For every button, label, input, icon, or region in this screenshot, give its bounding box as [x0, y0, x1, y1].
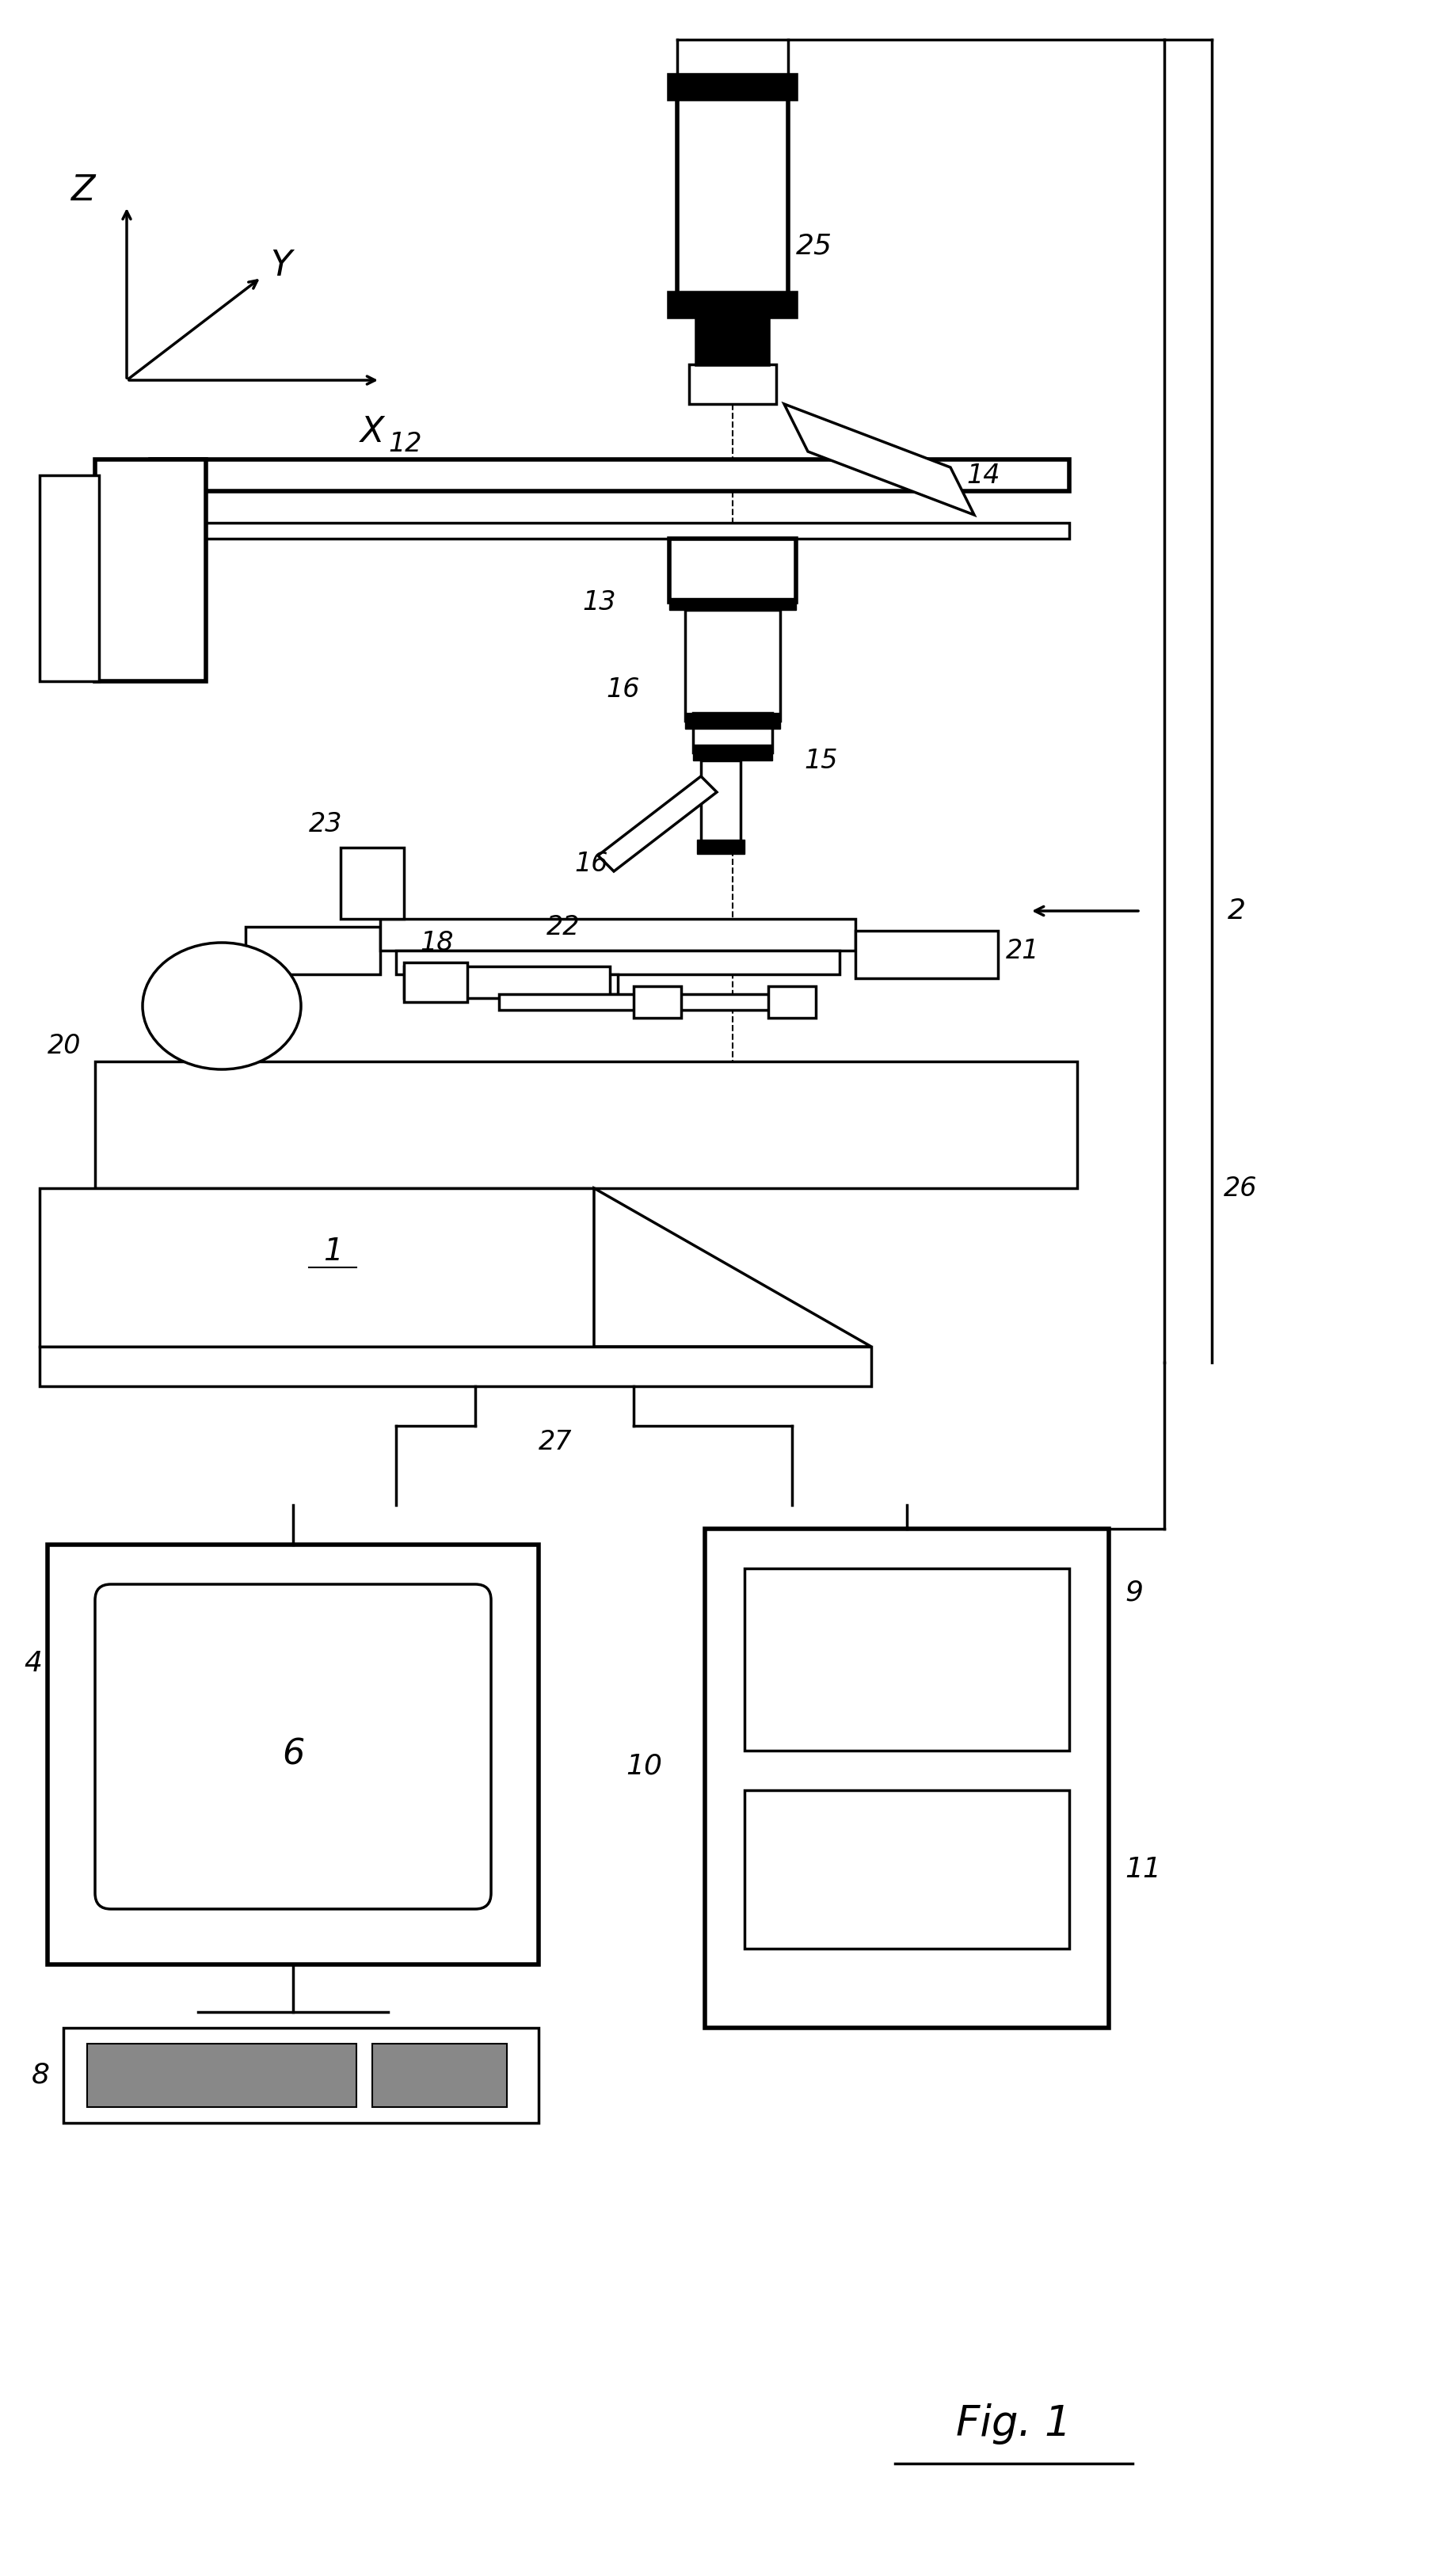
Polygon shape — [784, 404, 974, 515]
Bar — [151, 523, 1068, 538]
Bar — [403, 966, 609, 997]
Bar — [371, 2043, 506, 2107]
Text: 21: 21 — [1006, 938, 1039, 963]
Text: 14: 14 — [966, 461, 1000, 489]
Text: 16: 16 — [605, 675, 640, 703]
Text: 11: 11 — [1125, 1855, 1161, 1883]
Text: 2: 2 — [1228, 896, 1245, 925]
Text: 23: 23 — [309, 811, 342, 837]
Text: 20: 20 — [48, 1033, 81, 1059]
Bar — [692, 744, 772, 760]
Text: Y: Y — [270, 247, 292, 283]
Text: 16: 16 — [575, 850, 608, 876]
Bar — [39, 477, 99, 680]
Bar — [94, 459, 206, 680]
Bar — [685, 714, 779, 729]
Bar — [39, 1347, 871, 1386]
Bar — [380, 920, 855, 951]
Bar — [151, 459, 1068, 492]
Bar — [245, 927, 380, 974]
Text: 1: 1 — [322, 1236, 342, 1267]
Bar — [669, 538, 795, 603]
Bar — [94, 1061, 1077, 1188]
Bar — [669, 294, 795, 317]
Bar — [768, 987, 815, 1018]
FancyBboxPatch shape — [94, 1584, 490, 1909]
Text: 22: 22 — [546, 914, 580, 940]
Bar — [669, 75, 795, 98]
Text: 15: 15 — [804, 747, 837, 773]
Text: 12: 12 — [387, 430, 422, 456]
Bar — [705, 1528, 1109, 2027]
Bar — [685, 611, 779, 721]
Bar — [403, 963, 467, 1002]
Text: X: X — [360, 415, 385, 448]
Bar — [744, 1790, 1068, 1947]
Text: 25: 25 — [795, 232, 831, 260]
Bar — [696, 840, 744, 853]
Bar — [669, 598, 795, 611]
Polygon shape — [598, 775, 717, 871]
Bar — [48, 1546, 538, 1965]
Bar — [744, 1569, 1068, 1752]
Text: Z: Z — [71, 173, 96, 206]
Bar — [692, 714, 772, 752]
Bar — [396, 951, 839, 974]
Bar — [701, 760, 740, 848]
Bar — [39, 1188, 593, 1347]
Bar — [474, 974, 618, 994]
Bar — [696, 317, 768, 363]
Text: 4: 4 — [23, 1651, 42, 1677]
Text: 26: 26 — [1223, 1175, 1257, 1200]
Text: 6: 6 — [281, 1739, 305, 1772]
Bar — [689, 363, 776, 404]
Bar — [676, 80, 788, 301]
Bar — [341, 848, 403, 920]
Text: 18: 18 — [419, 930, 453, 956]
Bar — [87, 2043, 355, 2107]
Bar — [633, 987, 681, 1018]
Text: 13: 13 — [582, 590, 615, 616]
Text: 27: 27 — [538, 1430, 572, 1455]
Text: 10: 10 — [625, 1754, 662, 1780]
Bar — [855, 930, 997, 979]
Bar — [499, 994, 784, 1010]
Text: 8: 8 — [32, 2061, 49, 2089]
Text: Fig. 1: Fig. 1 — [956, 2403, 1071, 2445]
Bar — [64, 2027, 538, 2123]
Ellipse shape — [142, 943, 300, 1069]
Polygon shape — [593, 1188, 871, 1347]
Text: 9: 9 — [1125, 1579, 1142, 1605]
